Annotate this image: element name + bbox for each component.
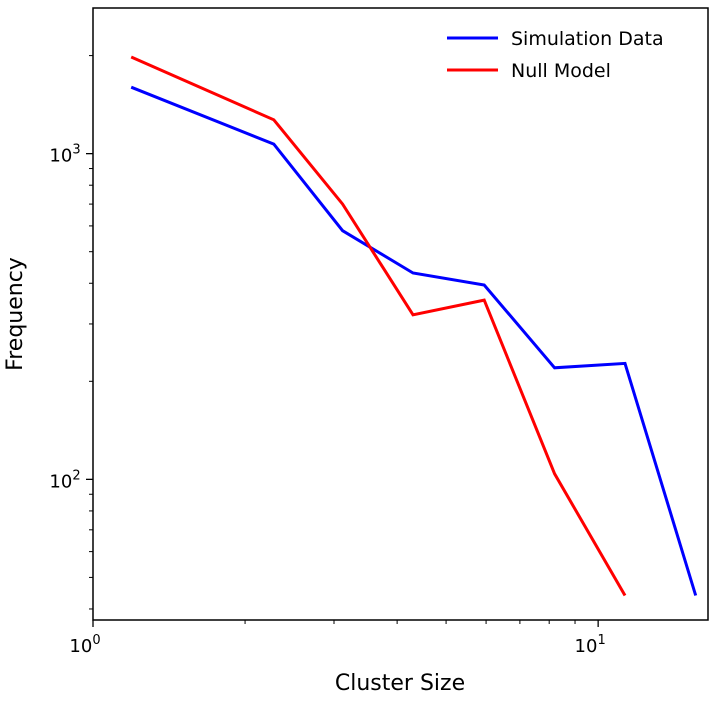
series-lines [130,55,698,597]
series-line-simulation-data [130,85,698,596]
y-tick-label: 103 [49,143,80,167]
x-axis-title: Cluster Size [335,671,465,696]
legend: Simulation Data Null Model [447,28,664,82]
x-tick-label: 101 [575,633,606,657]
series-line-null-model [130,55,627,597]
y-axis-title: Frequency [3,257,28,371]
axis-ticks: 100 101 102 103 [49,55,606,657]
y-tick-label: 102 [49,468,80,492]
x-tick-label: 100 [69,633,100,657]
plot-frame [92,7,709,621]
legend-label-null-model: Null Model [511,60,611,82]
legend-label-simulation-data: Simulation Data [511,28,664,50]
